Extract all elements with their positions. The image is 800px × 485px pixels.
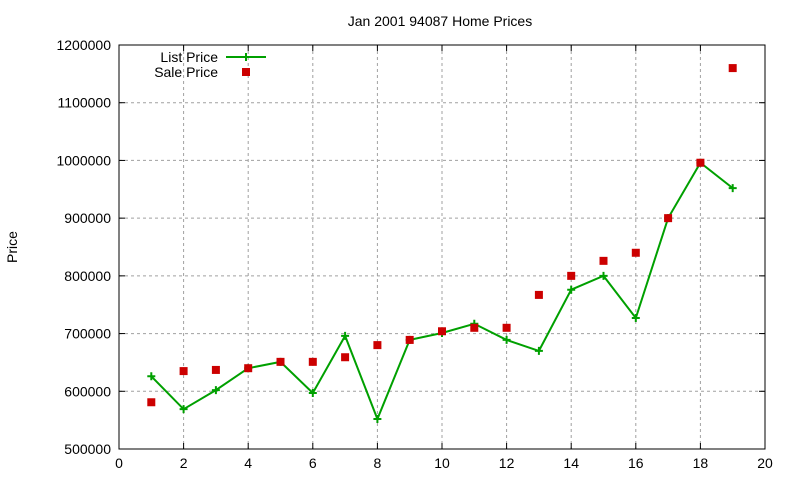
plus-marker-icon bbox=[147, 372, 156, 381]
plus-marker-icon bbox=[308, 389, 317, 398]
chart-title: Jan 2001 94087 Home Prices bbox=[348, 13, 532, 29]
square-marker-icon bbox=[728, 64, 737, 73]
y-tick-label: 900000 bbox=[64, 210, 111, 226]
y-axis-label: Price bbox=[4, 231, 20, 263]
square-marker-icon bbox=[534, 290, 543, 299]
x-tick-label: 4 bbox=[244, 455, 252, 471]
square-marker-icon bbox=[147, 398, 156, 407]
square-marker-icon bbox=[341, 353, 350, 362]
square-marker-icon bbox=[567, 271, 576, 280]
x-tick-label: 20 bbox=[757, 455, 773, 471]
square-marker-icon bbox=[631, 248, 640, 257]
y-tick-label: 800000 bbox=[64, 268, 111, 284]
x-tick-label: 18 bbox=[693, 455, 709, 471]
x-tick-label: 8 bbox=[374, 455, 382, 471]
plus-marker-icon bbox=[341, 331, 350, 340]
x-tick-label: 12 bbox=[499, 455, 515, 471]
plot-frame bbox=[118, 44, 766, 450]
plus-marker-icon bbox=[502, 335, 511, 344]
square-marker-icon bbox=[308, 357, 317, 366]
square-marker-icon bbox=[244, 364, 253, 373]
plus-marker-icon bbox=[179, 405, 188, 414]
plus-marker-icon bbox=[728, 184, 737, 193]
square-marker-icon bbox=[405, 335, 414, 344]
y-tick-label: 700000 bbox=[64, 326, 111, 342]
square-marker-icon bbox=[502, 323, 511, 332]
plus-marker-icon bbox=[373, 414, 382, 423]
square-marker-icon bbox=[242, 68, 250, 76]
x-tick-label: 14 bbox=[563, 455, 579, 471]
square-marker-icon bbox=[470, 323, 479, 332]
x-tick-label: 16 bbox=[628, 455, 644, 471]
square-marker-icon bbox=[438, 327, 446, 336]
square-marker-icon bbox=[599, 256, 608, 265]
square-marker-icon bbox=[211, 365, 220, 374]
square-marker-icon bbox=[276, 357, 285, 366]
legend-label: List Price bbox=[160, 49, 218, 65]
x-tick-label: 6 bbox=[309, 455, 317, 471]
x-tick-label: 2 bbox=[180, 455, 188, 471]
x-tick-label: 10 bbox=[434, 455, 450, 471]
plus-marker-icon bbox=[242, 53, 250, 61]
y-tick-label: 600000 bbox=[64, 383, 111, 399]
square-marker-icon bbox=[373, 341, 382, 350]
y-tick-label: 1200000 bbox=[56, 37, 111, 53]
x-tick-label: 0 bbox=[115, 455, 123, 471]
grid-lines bbox=[119, 45, 765, 449]
y-tick-label: 500000 bbox=[64, 441, 111, 457]
axis-ticks: 0 2 4 6 8 10 12 14 16 18 20 500000 600000 700000 80000… bbox=[56, 37, 773, 471]
plus-marker-icon bbox=[534, 346, 543, 355]
y-tick-label: 1100000 bbox=[58, 95, 112, 111]
square-marker-icon bbox=[179, 367, 188, 376]
square-marker-icon bbox=[696, 158, 705, 167]
series-sale-price bbox=[147, 64, 737, 407]
data-series bbox=[147, 64, 737, 423]
plus-marker-icon bbox=[631, 313, 640, 322]
legend-label: Sale Price bbox=[154, 64, 218, 80]
plus-marker-icon bbox=[567, 285, 576, 294]
plus-marker-icon bbox=[211, 386, 220, 395]
y-tick-label: 1000000 bbox=[56, 152, 111, 168]
square-marker-icon bbox=[664, 214, 673, 223]
plus-marker-icon bbox=[599, 271, 608, 280]
